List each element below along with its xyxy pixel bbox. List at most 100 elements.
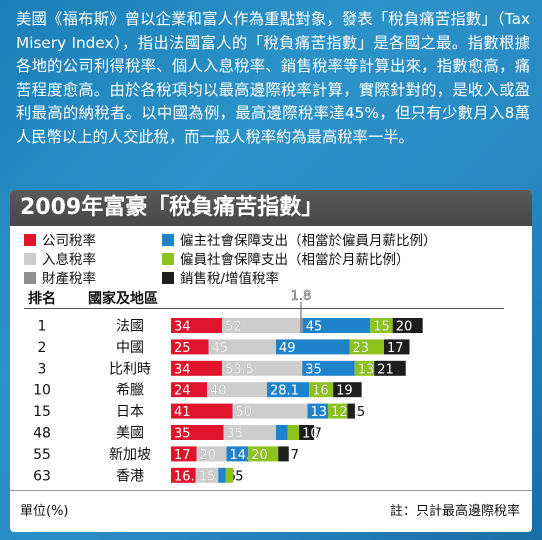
country-label: 希臘	[116, 383, 144, 399]
bar-segment-corporate	[171, 425, 224, 440]
value-label-sales: 21	[377, 362, 394, 377]
bar-segment-property	[300, 318, 303, 333]
value-label-corporate: 34	[174, 320, 191, 335]
header-divider	[24, 308, 504, 309]
value-label-employee_ss: 13	[358, 362, 375, 377]
value-label-employee_ss: 20	[251, 448, 268, 463]
country-label: 美國	[116, 426, 144, 442]
chart-panel: 2009年富豪「稅負痛苦指數」 公司稅率 僱主社會保障支出（相當於僱員月薪比例）…	[10, 190, 532, 532]
bar-segment-corporate	[171, 403, 233, 419]
value-label-corporate: 35	[174, 427, 191, 442]
stacked-bar-chart: 1 法國 34 52 45 15 202 中國 25 45 49 23 173 比利時 34 53.5 35 13…	[33, 289, 423, 484]
legend-item-corporate: 公司稅率	[24, 233, 96, 250]
bar-segment-corporate	[171, 446, 197, 462]
bar-segment-employer_ss	[276, 425, 288, 440]
rank-label: 15	[33, 404, 51, 420]
legend-label-employer-ss: 僱主社會保障支出（相當於僱員月薪比例）	[180, 233, 437, 249]
rank-label: 63	[33, 468, 51, 484]
legend-label-property: 財產稅率	[42, 271, 96, 287]
value-label-property: 1.8	[291, 289, 312, 304]
value-label-corporate: 34	[174, 362, 191, 377]
bar-segment-sales	[333, 382, 362, 398]
legend-label-employee-ss: 僱員社會保障支出（相當於月薪比例）	[180, 252, 410, 268]
footer-divider	[10, 490, 532, 491]
rank-label: 2	[38, 340, 47, 356]
bar-segment-income	[208, 339, 276, 355]
unit-label: 單位(%)	[20, 504, 69, 519]
bar-segment-employer_ss	[218, 467, 226, 483]
value-label-employee_ss: 5	[235, 469, 243, 484]
bar-segment-employee_ss	[248, 446, 279, 462]
bar-segment-income	[232, 403, 308, 419]
legend-swatch-property	[24, 272, 36, 284]
legend-label-income: 入息稅率	[42, 252, 96, 268]
bar-segment-income	[222, 318, 300, 333]
bar-segment-income	[195, 467, 219, 483]
rank-label: 10	[33, 383, 51, 399]
bar-segment-employee_ss	[309, 382, 334, 398]
bar-segment-employee_ss	[287, 425, 300, 440]
bar-segment-employee_ss	[225, 467, 234, 483]
chart-title: 2009年富豪「稅負痛苦指數」	[20, 195, 324, 220]
value-label-employer_ss: 49	[279, 341, 296, 356]
value-label-income: 53.5	[225, 362, 254, 377]
value-label-sales: 5	[357, 405, 365, 420]
bar-segment-corporate	[171, 318, 222, 333]
legend-swatch-employer-ss	[162, 234, 174, 246]
legend-swatch-employee-ss	[162, 253, 174, 265]
value-label-employer_ss: 45	[306, 320, 323, 335]
value-label-sales: 20	[396, 320, 413, 335]
country-label: 日本	[116, 404, 144, 420]
bar-segment-employer_ss	[302, 318, 371, 333]
value-label-income: 15	[199, 469, 216, 484]
bar-segment-income	[196, 446, 227, 462]
bar-segment-employee_ss	[354, 360, 375, 376]
bar-segment-employer_ss	[302, 360, 355, 376]
value-label-corporate: 25	[174, 341, 191, 356]
value-label-income: 35	[227, 427, 244, 442]
value-label-income: 20	[200, 448, 217, 463]
value-label-corporate: 17	[174, 448, 191, 463]
legend-label-sales: 銷售稅/增值稅率	[180, 271, 280, 287]
bar-segment-employee_ss	[328, 403, 348, 419]
value-label-employee_ss: 12.9	[331, 405, 360, 420]
bar-segment-corporate	[171, 339, 209, 355]
value-label-employee_ss: 23	[353, 341, 370, 356]
legend-item-employee-ss: 僱員社會保障支出（相當於月薪比例）	[162, 252, 410, 269]
bar-segment-employer_ss	[226, 446, 249, 462]
value-label-corporate: 16.5	[174, 469, 203, 484]
bar-segment-employer_ss	[267, 382, 310, 398]
value-label-sales: 19	[336, 384, 353, 399]
chart-title-bar: 2009年富豪「稅負痛苦指數」	[10, 190, 532, 226]
country-label: 法國	[116, 319, 144, 335]
value-label-corporate: 24	[174, 384, 191, 399]
value-label-income: 45	[212, 341, 229, 356]
bar-segment-sales	[278, 446, 289, 462]
bar-segment-sales	[384, 339, 410, 355]
value-label-employer_ss: 28.1	[270, 384, 299, 399]
rank-label: 48	[33, 426, 51, 442]
value-label-sales: 10	[302, 427, 319, 442]
legend-item-property: 財產稅率	[24, 271, 96, 288]
legend-item-income: 入息稅率	[24, 252, 96, 269]
country-label: 中國	[116, 340, 144, 356]
bar-segment-income	[222, 360, 303, 376]
footnote: 註：只計最高邊際稅率	[389, 504, 520, 519]
rank-label: 55	[33, 447, 51, 463]
intro-paragraph: 美國《福布斯》曾以企業和富人作為重點對象，發表「稅負痛苦指數」（Tax Mise…	[16, 10, 530, 146]
bar-segment-sales	[347, 403, 355, 419]
bar-segment-employer_ss	[307, 403, 329, 419]
value-label-corporate: 41	[174, 405, 191, 420]
value-label-sales: 17	[387, 341, 404, 356]
legend-item-sales: 銷售稅/增值稅率	[162, 271, 279, 288]
bar-segment-corporate	[171, 360, 222, 376]
value-label-employee_ss: 16	[312, 384, 329, 399]
legend-label-corporate: 公司稅率	[42, 233, 96, 249]
bar-segment-income	[223, 425, 276, 440]
legend-swatch-sales	[162, 272, 174, 284]
value-label-employer_ss: 35	[305, 362, 322, 377]
value-label-income: 52	[225, 320, 242, 335]
bar-segment-sales	[299, 425, 315, 440]
legend-swatch-corporate	[24, 234, 36, 246]
bar-segment-employee_ss	[349, 339, 384, 355]
